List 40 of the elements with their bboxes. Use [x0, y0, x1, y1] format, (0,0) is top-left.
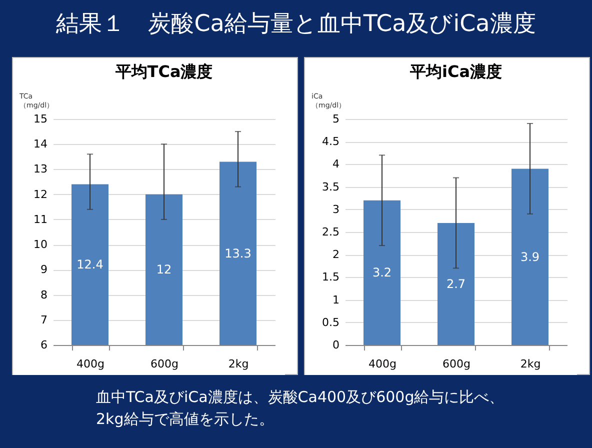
y-tick-label: 6: [40, 338, 48, 352]
y-tick-label: 12: [34, 188, 48, 201]
text: 結果１ 炭酸Ca給与量と血中TCa及びiCa濃度: [55, 10, 537, 39]
data-label: 13.3: [224, 246, 252, 260]
bar: [512, 168, 548, 345]
y-tick-label: 10: [34, 238, 48, 252]
x-tick-label: 600g: [442, 358, 470, 370]
y-tick-label: 8: [40, 288, 48, 302]
y-tick-label: 15: [34, 112, 48, 126]
y-tick-label: 4.5: [322, 135, 340, 148]
x-tick-label: 400g: [368, 358, 396, 370]
chart-title: 平均iCa濃度: [408, 62, 502, 81]
y-tick-label: 13: [34, 162, 48, 176]
y-tick-label: 2.5: [322, 226, 340, 238]
y-tick-label: 3.5: [322, 180, 340, 194]
data-label: 2.7: [446, 276, 466, 291]
x-tick-label: 600g: [150, 358, 178, 370]
y-tick-label: 0.5: [322, 316, 340, 329]
bar: [438, 222, 474, 345]
y-tick-label: 9: [40, 263, 48, 276]
data-label: 12: [156, 262, 172, 277]
chart-title: 平均TCa濃度: [114, 62, 213, 81]
y-tick-label: 1.5: [322, 270, 340, 284]
x-tick-label: 2kg: [228, 358, 249, 370]
y-tick-label: 11: [34, 212, 48, 226]
y-tick-label: 3: [332, 202, 340, 216]
text: 血中TCa及びiCa濃度は、炭酸Ca400及び600g給与に比べ、 2kg給与で高値を示した。: [96, 387, 504, 430]
y-tick-label: 7: [40, 313, 48, 326]
y-tick-label: 5: [332, 112, 340, 126]
y-tick-label: 2: [332, 248, 340, 262]
y-tick-label: 14: [34, 138, 48, 151]
y-tick-label: 4: [332, 158, 340, 171]
data-label: 3.2: [372, 266, 392, 280]
x-tick-label: 2kg: [520, 358, 541, 370]
x-tick-label: 400g: [76, 358, 104, 370]
data-label: 3.9: [520, 250, 540, 264]
y-tick-label: 1: [332, 293, 340, 306]
data-label: 12.4: [76, 258, 104, 272]
bar: [364, 200, 400, 345]
y-tick-label: 0: [332, 338, 340, 352]
